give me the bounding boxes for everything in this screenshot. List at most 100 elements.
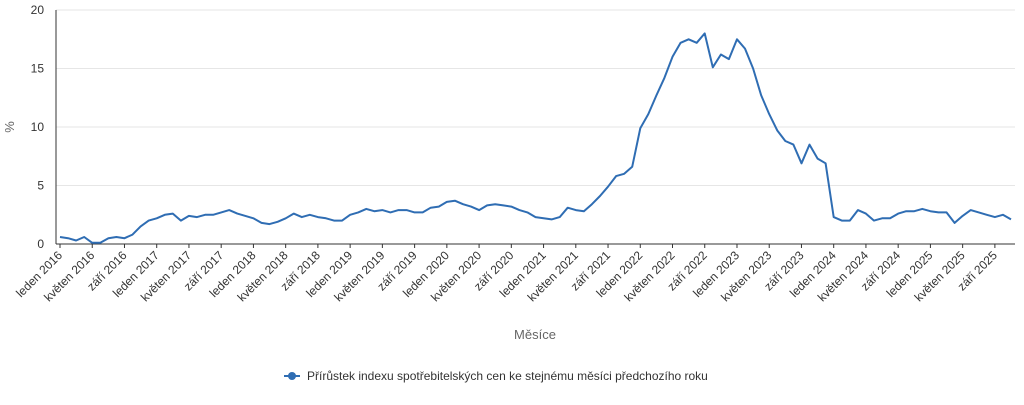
data-point[interactable] (249, 214, 257, 222)
data-point[interactable] (96, 239, 104, 247)
data-point[interactable] (427, 204, 435, 212)
data-point[interactable] (628, 163, 636, 171)
data-point[interactable] (862, 210, 870, 218)
data-point[interactable] (282, 214, 290, 222)
data-point[interactable] (330, 217, 338, 225)
data-point[interactable] (72, 236, 80, 244)
data-point[interactable] (652, 91, 660, 99)
data-point[interactable] (378, 206, 386, 214)
data-point[interactable] (781, 137, 789, 145)
data-point[interactable] (636, 124, 644, 132)
data-point[interactable] (918, 205, 926, 213)
data-point[interactable] (507, 203, 515, 211)
legend[interactable]: Přírůstek indexu spotřebitelských cen ke… (284, 369, 708, 383)
data-point[interactable] (257, 219, 265, 227)
data-point[interactable] (910, 207, 918, 215)
data-point[interactable] (362, 205, 370, 213)
data-point[interactable] (580, 207, 588, 215)
data-point[interactable] (88, 239, 96, 247)
data-point[interactable] (201, 211, 209, 219)
data-point[interactable] (386, 208, 394, 216)
data-point[interactable] (370, 207, 378, 215)
data-point[interactable] (314, 213, 322, 221)
data-point[interactable] (403, 206, 411, 214)
data-point[interactable] (193, 213, 201, 221)
data-point[interactable] (129, 231, 137, 239)
data-point[interactable] (604, 183, 612, 191)
data-point[interactable] (435, 203, 443, 211)
data-point[interactable] (854, 206, 862, 214)
data-point[interactable] (80, 233, 88, 241)
data-point[interactable] (838, 217, 846, 225)
data-point[interactable] (548, 215, 556, 223)
data-point[interactable] (145, 217, 153, 225)
data-point[interactable] (983, 211, 991, 219)
data-point[interactable] (596, 192, 604, 200)
data-point[interactable] (451, 197, 459, 205)
data-point[interactable] (572, 206, 580, 214)
data-point[interactable] (459, 200, 467, 208)
data-point[interactable] (475, 206, 483, 214)
data-point[interactable] (959, 212, 967, 220)
data-point[interactable] (266, 220, 274, 228)
data-point[interactable] (773, 127, 781, 135)
data-point[interactable] (951, 219, 959, 227)
data-point[interactable] (806, 141, 814, 149)
data-point[interactable] (588, 200, 596, 208)
data-point[interactable] (733, 35, 741, 43)
data-point[interactable] (620, 170, 628, 178)
data-point[interactable] (104, 234, 112, 242)
data-point[interactable] (991, 213, 999, 221)
data-point[interactable] (870, 217, 878, 225)
data-point[interactable] (532, 213, 540, 221)
data-point[interactable] (491, 200, 499, 208)
data-point[interactable] (225, 206, 233, 214)
data-point[interactable] (209, 211, 217, 219)
data-point[interactable] (1007, 215, 1015, 223)
data-point[interactable] (717, 50, 725, 58)
data-point[interactable] (338, 217, 346, 225)
data-point[interactable] (419, 208, 427, 216)
data-point[interactable] (830, 213, 838, 221)
data-point[interactable] (902, 207, 910, 215)
data-point[interactable] (757, 91, 765, 99)
data-point[interactable] (467, 203, 475, 211)
data-point[interactable] (306, 211, 314, 219)
data-point[interactable] (499, 201, 507, 209)
data-point[interactable] (967, 206, 975, 214)
data-point[interactable] (975, 208, 983, 216)
data-point[interactable] (822, 159, 830, 167)
data-point[interactable] (354, 208, 362, 216)
data-point[interactable] (765, 110, 773, 118)
data-point[interactable] (846, 217, 854, 225)
data-point[interactable] (64, 234, 72, 242)
data-point[interactable] (701, 29, 709, 37)
data-point[interactable] (926, 207, 934, 215)
data-point[interactable] (709, 63, 717, 71)
data-point[interactable] (322, 214, 330, 222)
data-point[interactable] (797, 159, 805, 167)
data-point[interactable] (612, 172, 620, 180)
data-point[interactable] (56, 233, 64, 241)
data-point[interactable] (523, 208, 531, 216)
data-point[interactable] (814, 155, 822, 163)
data-point[interactable] (669, 53, 677, 61)
data-point[interactable] (169, 210, 177, 218)
data-point[interactable] (290, 210, 298, 218)
data-point[interactable] (878, 214, 886, 222)
data-point[interactable] (886, 214, 894, 222)
data-point[interactable] (137, 222, 145, 230)
data-point[interactable] (749, 65, 757, 73)
data-point[interactable] (741, 45, 749, 53)
data-point[interactable] (161, 211, 169, 219)
data-point[interactable] (789, 141, 797, 149)
data-point[interactable] (185, 212, 193, 220)
data-point[interactable] (177, 217, 185, 225)
data-point[interactable] (411, 208, 419, 216)
data-point[interactable] (540, 214, 548, 222)
data-point[interactable] (894, 210, 902, 218)
data-point[interactable] (217, 208, 225, 216)
data-point[interactable] (677, 39, 685, 47)
data-point[interactable] (274, 218, 282, 226)
data-point[interactable] (153, 214, 161, 222)
